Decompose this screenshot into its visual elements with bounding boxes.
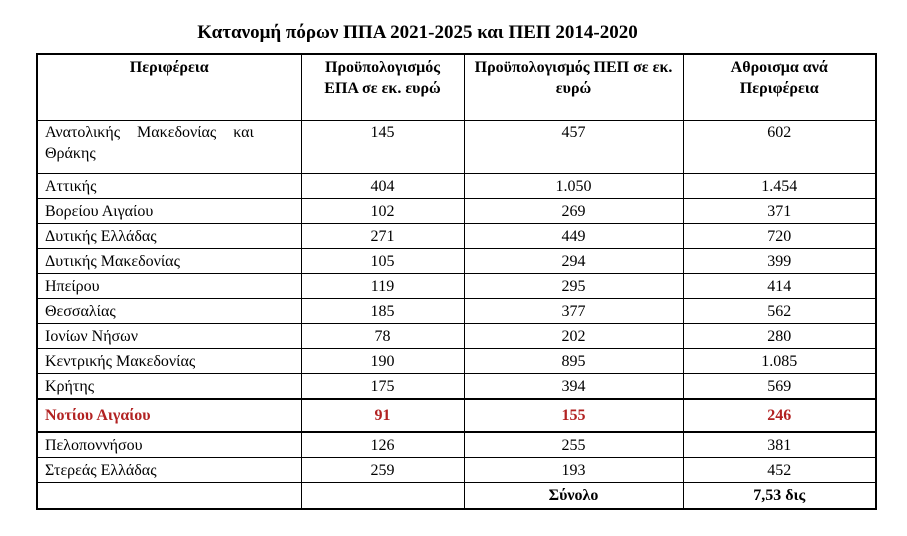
table-row: Ανατολικής Μακεδονίας και Θράκης 145 457… [36,120,877,174]
total-value-cell: 7,53 δις [682,482,877,510]
epa-value-cell: 271 [300,223,465,249]
table-row: Βορείου Αιγαίου 102 269 371 [36,198,877,224]
pep-value-cell: 202 [463,323,684,349]
region-cell: Κεντρικής Μακεδονίας [36,348,302,374]
sum-value-cell: 720 [682,223,877,249]
sum-value-cell: 381 [682,431,877,458]
region-cell: Ηπείρου [36,273,302,299]
epa-value-cell: 78 [300,323,465,349]
sum-value-cell: 371 [682,198,877,224]
table-row: Κρήτης 175 394 569 [36,373,877,400]
page-title: Κατανομή πόρων ΠΠΑ 2021-2025 και ΠΕΠ 201… [197,22,638,43]
sum-value-cell: 414 [682,273,877,299]
region-cell: Αττικής [36,173,302,199]
table-row: Ιονίων Νήσων 78 202 280 [36,323,877,349]
table-row: Δυτικής Ελλάδας 271 449 720 [36,223,877,249]
region-cell: Δυτικής Μακεδονίας [36,248,302,274]
sum-value-cell: 452 [682,457,877,483]
region-cell: Κρήτης [36,373,302,400]
column-header-sum-per-region: Αθροισμα ανά Περιφέρεια [682,53,877,121]
epa-value-cell: 175 [300,373,465,400]
pep-value-cell: 895 [463,348,684,374]
pep-value-cell: 394 [463,373,684,400]
table-row: Κεντρικής Μακεδονίας 190 895 1.085 [36,348,877,374]
table-row-highlighted: Νοτίου Αιγαίου 91 155 246 [36,398,877,433]
table-row: Ηπείρου 119 295 414 [36,273,877,299]
empty-epa-cell [300,482,465,510]
pep-value-cell: 449 [463,223,684,249]
epa-value-cell: 119 [300,273,465,299]
table-row: Πελοποννήσου 126 255 381 [36,431,877,458]
sum-value-cell: 1.085 [682,348,877,374]
document-page: Κατανομή πόρων ΠΠΑ 2021-2025 και ΠΕΠ 201… [36,22,877,510]
empty-region-cell [36,482,302,510]
sum-value-cell: 562 [682,298,877,324]
table-row: Στερεάς Ελλάδας 259 193 452 [36,457,877,483]
total-row: Σύνολο 7,53 δις [36,482,877,510]
header-row: Περιφέρεια Προϋπολογισμός ΕΠΑ σε εκ. ευρ… [36,53,877,121]
column-header-epa-budget: Προϋπολογισμός ΕΠΑ σε εκ. ευρώ [300,53,465,121]
sum-value-cell: 280 [682,323,877,349]
epa-value-cell: 190 [300,348,465,374]
region-cell: Νοτίου Αιγαίου [36,398,302,433]
region-cell: Βορείου Αιγαίου [36,198,302,224]
region-cell: Ιονίων Νήσων [36,323,302,349]
column-header-region: Περιφέρεια [36,53,302,121]
sum-value-cell: 399 [682,248,877,274]
pep-value-cell: 377 [463,298,684,324]
epa-value-cell: 185 [300,298,465,324]
table-row: Δυτικής Μακεδονίας 105 294 399 [36,248,877,274]
table-row: Θεσσαλίας 185 377 562 [36,298,877,324]
epa-value-cell: 102 [300,198,465,224]
epa-value-cell: 126 [300,431,465,458]
epa-value-cell: 91 [300,398,465,433]
epa-value-cell: 145 [300,120,465,174]
pep-value-cell: 1.050 [463,173,684,199]
pep-value-cell: 294 [463,248,684,274]
pep-value-cell: 155 [463,398,684,433]
pep-value-cell: 269 [463,198,684,224]
sum-value-cell: 1.454 [682,173,877,199]
pep-value-cell: 193 [463,457,684,483]
table-row: Αττικής 404 1.050 1.454 [36,173,877,199]
epa-value-cell: 404 [300,173,465,199]
pep-value-cell: 255 [463,431,684,458]
region-cell: Στερεάς Ελλάδας [36,457,302,483]
column-header-pep-budget: Προϋπολογισμός ΠΕΠ σε εκ. ευρώ [463,53,684,121]
pep-value-cell: 295 [463,273,684,299]
region-cell: Ανατολικής Μακεδονίας και Θράκης [36,120,302,174]
region-cell: Δυτικής Ελλάδας [36,223,302,249]
total-label-cell: Σύνολο [463,482,684,510]
sum-value-cell: 569 [682,373,877,400]
sum-value-cell: 246 [682,398,877,433]
epa-value-cell: 259 [300,457,465,483]
epa-value-cell: 105 [300,248,465,274]
allocation-table: Περιφέρεια Προϋπολογισμός ΕΠΑ σε εκ. ευρ… [36,53,877,510]
region-cell: Θεσσαλίας [36,298,302,324]
pep-value-cell: 457 [463,120,684,174]
sum-value-cell: 602 [682,120,877,174]
region-cell: Πελοποννήσου [36,431,302,458]
